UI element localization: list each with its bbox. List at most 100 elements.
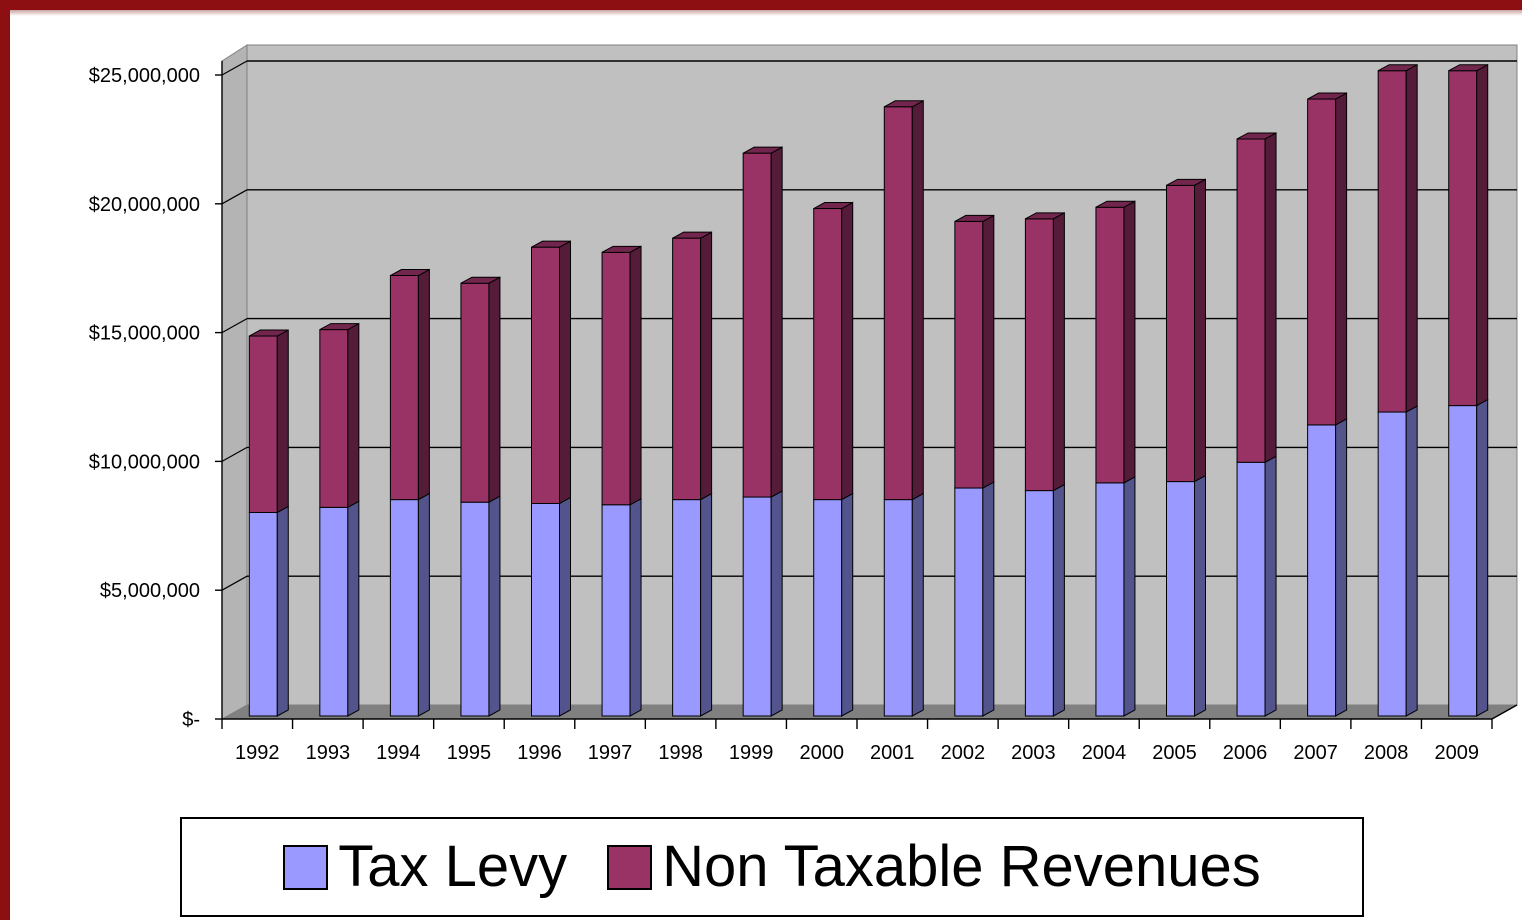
bar-tax-levy-2005	[1166, 474, 1206, 717]
bar-top	[601, 245, 642, 253]
bar-side	[488, 495, 501, 717]
y-tick-label: $25,000,000	[89, 65, 200, 87]
bar-tax-levy-1997	[601, 497, 642, 717]
bar-side	[629, 245, 642, 506]
gridline-side	[221, 189, 248, 205]
bar-tax-levy-1993	[319, 500, 360, 717]
x-tick-label: 2006	[1223, 742, 1268, 764]
bar-top	[531, 240, 571, 248]
bar-front	[1307, 98, 1337, 426]
bar-side	[1123, 476, 1136, 717]
bar-tax-levy-2008	[1377, 405, 1418, 717]
legend-label-non-taxable-revenues: Non Taxable Revenues	[662, 834, 1261, 899]
bar-side	[629, 497, 642, 717]
bar-side	[1476, 398, 1489, 717]
bar-top	[742, 146, 783, 154]
bar-non-taxable-revenues-2005	[1166, 178, 1206, 483]
bar-front	[460, 501, 490, 717]
bar-front	[742, 496, 772, 717]
bar-side	[841, 492, 854, 717]
bar-non-taxable-revenues-2008	[1377, 63, 1418, 413]
legend-item-non-taxable-revenues: Non Taxable Revenues	[607, 838, 1261, 896]
bar-side	[276, 505, 289, 717]
bar-tax-levy-2000	[813, 492, 854, 717]
bar-top	[249, 329, 289, 337]
x-axis-depth	[1491, 704, 1518, 720]
bar-front	[601, 251, 631, 506]
bar-front	[531, 502, 560, 717]
bar-non-taxable-revenues-1994	[389, 268, 430, 501]
bar-front	[319, 329, 349, 508]
bar-front	[1166, 184, 1195, 483]
legend-label-tax-levy: Tax Levy	[338, 834, 568, 899]
bar-side	[911, 492, 924, 717]
bar-front	[460, 282, 490, 503]
bar-tax-levy-2007	[1307, 418, 1348, 717]
legend-swatch-tax-levy	[283, 844, 329, 890]
bar-top	[1448, 64, 1488, 72]
bar-side	[1476, 63, 1489, 407]
bar-side	[347, 322, 360, 509]
gridline-side	[221, 575, 248, 591]
x-tick-label: 2009	[1434, 742, 1479, 764]
x-tick-label: 2002	[941, 742, 986, 764]
bar-front	[389, 499, 419, 717]
bar-non-taxable-revenues-2002	[954, 214, 995, 489]
bar-front	[1024, 490, 1054, 717]
bar-top	[672, 231, 712, 239]
bar-top	[390, 269, 430, 277]
bar-non-taxable-revenues-1998	[672, 231, 713, 501]
bar-side	[1335, 92, 1348, 426]
x-tick-label: 2005	[1152, 742, 1197, 764]
bar-side	[1405, 405, 1418, 717]
bar-side	[276, 329, 289, 514]
bar-top	[319, 323, 360, 331]
bar-side	[417, 492, 430, 717]
x-tick-label: 2001	[870, 742, 915, 764]
stacked-bar-chart: $- $5,000,000 $10,000,000 $15,000,000 $20,00…	[89, 44, 1518, 764]
bar-non-taxable-revenues-1997	[601, 245, 642, 506]
bar-front	[1095, 206, 1125, 484]
y-tick-label: $-	[182, 709, 200, 731]
bar-front	[1448, 70, 1478, 407]
frame-top-shadow	[0, 10, 1522, 16]
bar-tax-levy-1998	[672, 492, 713, 717]
frame-top-border	[0, 0, 1522, 10]
gridlines	[221, 60, 1517, 591]
bar-side	[770, 490, 783, 717]
x-tick-label: 1992	[235, 742, 280, 764]
y-tick-label: $5,000,000	[100, 580, 200, 602]
bar-side	[1123, 200, 1136, 484]
x-tick-label: 2004	[1082, 742, 1127, 764]
x-tick-label: 1998	[658, 742, 703, 764]
bar-front	[601, 504, 631, 717]
bar-side	[347, 500, 360, 717]
y-tick-label: $15,000,000	[89, 323, 200, 345]
back-wall	[246, 44, 1518, 706]
bar-top	[1236, 132, 1277, 140]
side-wall	[221, 44, 248, 720]
bar-front	[1377, 411, 1407, 717]
bar-front	[954, 220, 984, 489]
bar-non-taxable-revenues-1996	[531, 240, 571, 505]
bar-side	[1194, 178, 1206, 483]
bar-front	[1377, 70, 1407, 413]
bar-side	[1405, 63, 1418, 413]
bar-top	[1377, 64, 1418, 72]
bar-side	[1264, 455, 1277, 717]
bar-side	[488, 276, 501, 504]
bar-front	[883, 499, 913, 717]
bar-tax-levy-2003	[1024, 483, 1065, 717]
bar-side	[770, 146, 783, 498]
bar-side	[1194, 474, 1206, 717]
bar-side	[700, 492, 713, 717]
bar-side	[700, 231, 713, 501]
bar-tax-levy-2009	[1448, 398, 1489, 717]
bar-front	[813, 208, 843, 501]
x-tick-label: 2000	[799, 742, 844, 764]
bar-side	[1335, 418, 1348, 717]
x-tick-label: 2008	[1364, 742, 1409, 764]
bar-side	[982, 481, 995, 717]
gridline-side	[221, 60, 248, 76]
bar-front	[1307, 424, 1337, 717]
